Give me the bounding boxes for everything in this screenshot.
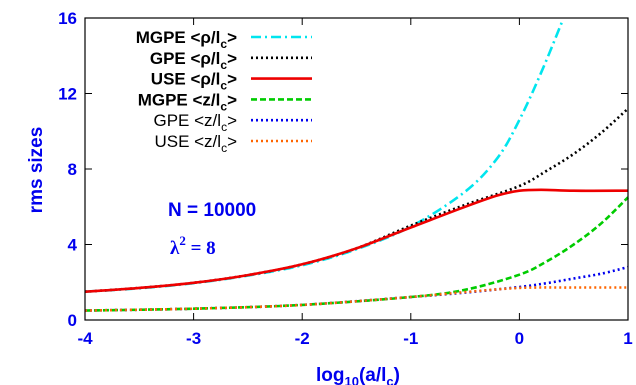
x-tick-label: -2 <box>295 329 310 348</box>
series-line <box>84 286 628 312</box>
series-line <box>84 265 629 312</box>
series-line <box>84 196 629 312</box>
tick-labels: -4 -3 -2 -1 0 1 0 4 8 12 16 <box>58 9 633 348</box>
series-line <box>84 188 629 293</box>
x-axis-title: log10(a/lc) <box>316 365 400 385</box>
series-layer <box>84 19 629 312</box>
x-tick-label: 1 <box>623 329 632 348</box>
x-tick-label: -1 <box>403 329 418 348</box>
x-tick-label: 0 <box>515 329 524 348</box>
legend-label: MGPE <ρ/lc> <box>136 28 237 51</box>
x-tick-label: -3 <box>186 329 201 348</box>
legend: MGPE <ρ/lc>GPE <ρ/lc>USE <ρ/lc>MGPE <z/l… <box>136 28 312 155</box>
annotation-n: N = 10000 <box>168 200 256 221</box>
y-tick-label: 16 <box>58 9 77 28</box>
y-tick-label: 4 <box>68 236 78 255</box>
x-tick-label: -4 <box>77 329 93 348</box>
annotation-lambda: λ2 = 8 <box>170 233 216 259</box>
y-axis-title: rms sizes <box>26 127 47 214</box>
y-tick-label: 0 <box>68 311 77 330</box>
y-tick-label: 12 <box>58 85 77 104</box>
legend-label: MGPE <z/lc> <box>138 90 237 113</box>
legend-label: GPE <ρ/lc> <box>150 49 237 72</box>
legend-label: GPE <z/lc> <box>154 111 238 134</box>
legend-label: USE <ρ/lc> <box>151 70 237 93</box>
plot-frame <box>84 17 629 321</box>
legend-label: USE <z/lc> <box>154 132 237 155</box>
y-tick-label: 8 <box>68 160 77 179</box>
